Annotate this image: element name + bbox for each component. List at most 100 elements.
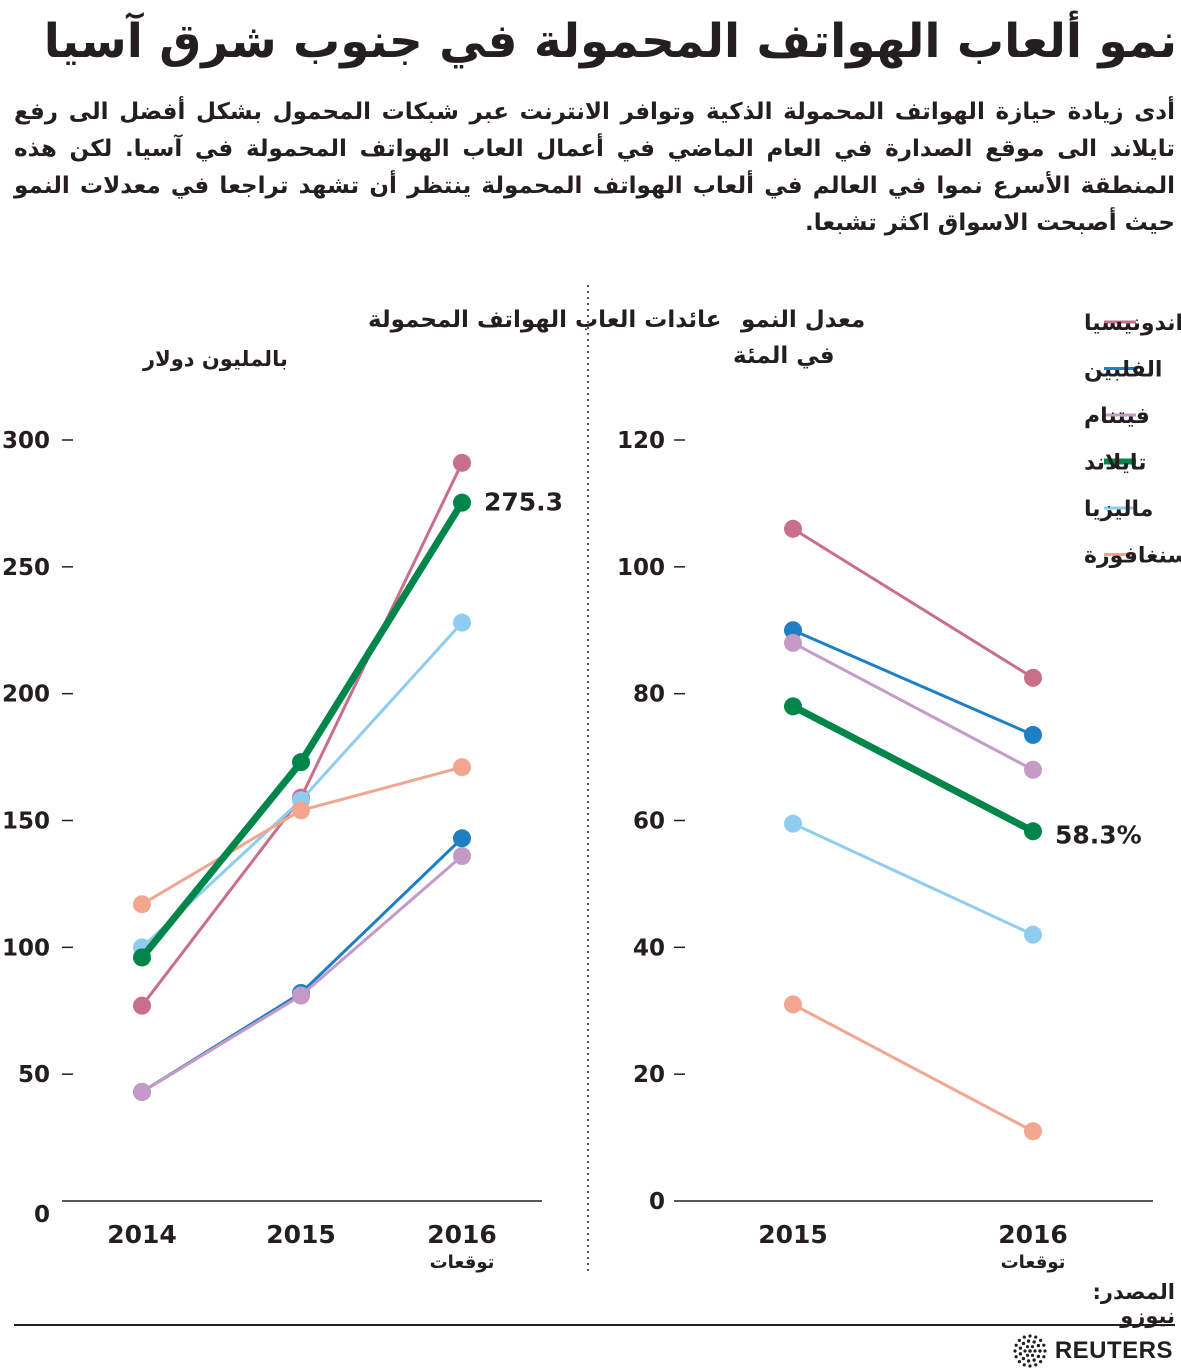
left-data-point	[453, 613, 471, 632]
right-series	[784, 621, 1042, 744]
left-y-tick-label: 100	[2, 935, 50, 961]
left-x-tick-label: 2015	[266, 1220, 336, 1249]
logo-dot	[1026, 1339, 1031, 1343]
left-x-tick-label: 2014	[107, 1220, 177, 1249]
left-x-tick-label: 2016	[427, 1220, 497, 1249]
legend-label: اندونيسيا	[1084, 311, 1181, 336]
left-data-point	[453, 453, 471, 472]
left-y-tick-label: 50	[18, 1062, 50, 1088]
right-data-point	[784, 995, 802, 1014]
chart-title: نمو ألعاب الهواتف المحمولة في جنوب شرق آ…	[43, 14, 1178, 69]
legend-label: تايلاند	[1084, 451, 1146, 476]
left-series	[133, 758, 471, 914]
right-series-line	[791, 641, 1035, 772]
source-label: المصدر:	[1092, 1280, 1175, 1304]
right-y-tick-label: 120	[617, 428, 665, 454]
left-forecast-note: توقعات	[430, 1252, 495, 1273]
left-data-point	[133, 996, 151, 1015]
left-value-annotation: 275.3	[484, 488, 563, 517]
right-panel-title: معدل النمو في المئة	[733, 307, 865, 369]
right-data-point	[1024, 822, 1042, 841]
left-series	[133, 847, 471, 1101]
right-series-line	[791, 527, 1035, 680]
logo-dot	[1028, 1334, 1032, 1338]
left-y-tick-label: 0	[34, 1202, 50, 1228]
right-series	[784, 995, 1042, 1141]
left-data-point	[292, 753, 310, 772]
footer-divider	[14, 1324, 1175, 1326]
right-y-tick-label: 40	[633, 935, 665, 961]
left-data-point	[133, 948, 151, 967]
right-x-tick-label: 2015	[758, 1220, 828, 1249]
right-data-point	[784, 633, 802, 652]
right-data-point	[784, 814, 802, 833]
logo-dot	[1021, 1356, 1025, 1361]
right-x-tick-label: 2016	[998, 1220, 1068, 1249]
left-panel-subtitle: بالمليون دولار	[142, 347, 288, 371]
left-y-tick-label: 200	[2, 682, 50, 708]
source-note: المصدر: نيوزو	[1093, 1280, 1175, 1328]
left-data-point	[453, 493, 471, 512]
logo-dot	[1017, 1360, 1021, 1364]
right-series: 58.3%	[784, 697, 1142, 849]
right-data-point	[1024, 925, 1042, 944]
right-series-line	[791, 822, 1035, 937]
right-y-tick-label: 0	[649, 1189, 665, 1215]
reuters-dots-icon	[1013, 1334, 1047, 1368]
logo-dot	[1038, 1349, 1042, 1353]
left-data-point	[292, 801, 310, 820]
logo-dot	[1042, 1355, 1046, 1359]
right-y-tick-label: 20	[633, 1062, 665, 1088]
right-data-point	[1024, 760, 1042, 779]
right-data-point	[1024, 1122, 1042, 1141]
left-panel-title: عائدات العاب الهواتف المحمولة	[368, 307, 722, 333]
logo-dot	[1013, 1349, 1017, 1353]
logo-dot	[1014, 1355, 1018, 1359]
left-data-point	[133, 1082, 151, 1101]
right-series	[784, 633, 1042, 779]
right-forecast-note: توقعات	[1001, 1252, 1066, 1273]
left-series: 275.3	[133, 488, 563, 967]
right-data-point	[784, 697, 802, 716]
reuters-logo: REUTERS	[1013, 1334, 1173, 1368]
right-y-tick-label: 80	[633, 682, 665, 708]
left-data-point	[292, 986, 310, 1005]
logo-dot	[1026, 1359, 1031, 1363]
left-y-tick-label: 250	[2, 555, 50, 581]
logo-dot	[1042, 1343, 1046, 1347]
chart-description: أدى زيادة حيازة الهواتف المحمولة الذكية …	[14, 99, 1175, 236]
legend-label: سنغافورة	[1084, 544, 1181, 569]
logo-dot	[1018, 1346, 1022, 1350]
left-data-point	[453, 758, 471, 777]
logo-dot	[1032, 1358, 1036, 1362]
logo-dot	[1038, 1338, 1043, 1342]
logo-dot	[1043, 1349, 1047, 1353]
logo-dot	[1017, 1338, 1021, 1342]
logo-dot	[1014, 1343, 1018, 1347]
right-series	[784, 814, 1042, 944]
left-data-point	[453, 847, 471, 866]
legend-label: فيتنام	[1084, 404, 1150, 429]
right-data-point	[1024, 725, 1042, 744]
logo-dot	[1030, 1353, 1034, 1357]
logo-dot	[1018, 1352, 1022, 1356]
logo-dot	[1022, 1335, 1026, 1339]
right-series-line	[791, 628, 1035, 737]
right-series-line	[789, 702, 1037, 835]
left-series-line	[140, 461, 464, 1008]
logo-dot	[1030, 1345, 1034, 1349]
legend-label: الفلبين	[1084, 358, 1162, 383]
legend-label: ماليزيا	[1084, 497, 1153, 522]
right-y-tick-label: 60	[633, 809, 665, 835]
logo-dot	[1021, 1341, 1025, 1346]
left-data-point	[133, 895, 151, 914]
left-data-point	[453, 829, 471, 848]
logo-dot	[1022, 1363, 1026, 1367]
right-series	[784, 519, 1042, 687]
logo-dot	[1028, 1349, 1032, 1353]
left-y-tick-label: 300	[2, 428, 50, 454]
left-series	[133, 829, 471, 1101]
logo-dot	[1023, 1349, 1027, 1353]
logo-dot	[1038, 1360, 1043, 1364]
